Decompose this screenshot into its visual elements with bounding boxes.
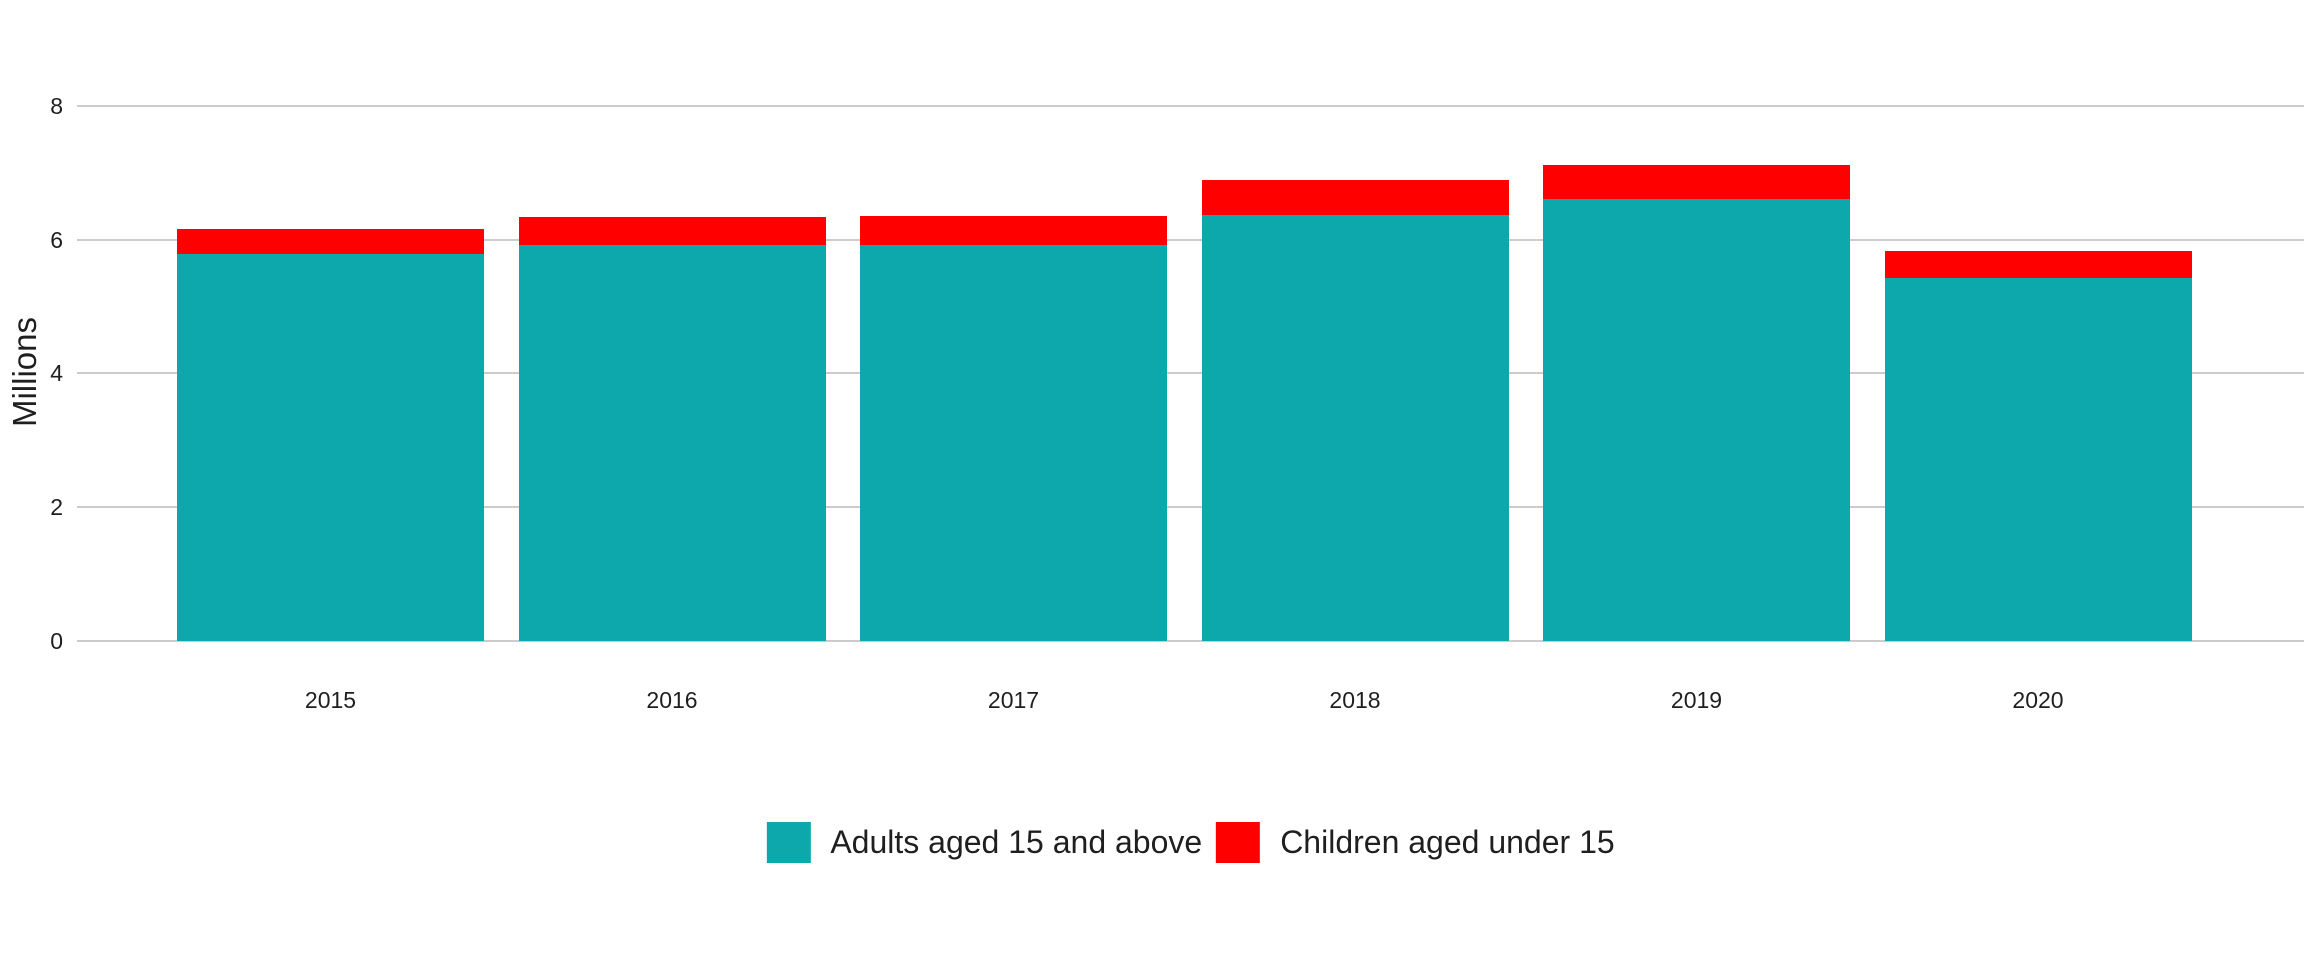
legend-item-children: Children aged under 15 (1216, 822, 1615, 863)
y-tick-label-6: 6 (50, 226, 63, 253)
bar-2020-children-segment[interactable] (1884, 250, 2192, 278)
legend-swatch-children (1216, 822, 1261, 863)
y-axis-title: Millions (6, 316, 43, 428)
bar-2016-adults-segment[interactable] (518, 244, 826, 641)
bar-2016-children-segment[interactable] (518, 216, 826, 245)
bar-2018-adults-segment[interactable] (1201, 214, 1509, 641)
chart-legend: Adults aged 15 and above Children aged un… (766, 822, 1615, 863)
x-axis-label-2019: 2019 (1670, 687, 1723, 713)
bar-2015-adults-segment[interactable] (177, 253, 484, 641)
y-tick-label-0: 0 (50, 628, 63, 654)
legend-swatch-adults (766, 822, 811, 863)
x-axis-label-2015: 2015 (304, 687, 357, 713)
gridline-y-6 (77, 238, 2304, 241)
bar-2020-adults-segment[interactable] (1884, 277, 2192, 641)
bar-2015-children-segment[interactable] (177, 228, 484, 254)
gridline-y-8 (77, 104, 2304, 107)
bar-2017-children-segment[interactable] (860, 215, 1167, 245)
bar-2017-adults-segment[interactable] (860, 244, 1167, 641)
legend-label: Children aged under 15 (1280, 824, 1615, 860)
y-tick-label-2: 2 (50, 494, 63, 521)
x-axis-baseline (77, 640, 2304, 642)
y-tick-label-8: 8 (50, 92, 63, 119)
bar-2019-adults-segment[interactable] (1543, 198, 1850, 641)
bar-2019-children-segment[interactable] (1543, 164, 1850, 199)
legend-label: Adults aged 15 and above (830, 824, 1203, 860)
gridline-y-2 (77, 506, 2304, 509)
x-axis-label-2020: 2020 (2012, 687, 2064, 713)
x-axis-label-2016: 2016 (646, 687, 698, 713)
y-tick-label-4: 4 (50, 360, 63, 387)
x-axis-label-2018: 2018 (1329, 687, 1381, 713)
legend-item-adults: Adults aged 15 and above (766, 822, 1202, 863)
x-axis-label-2017: 2017 (987, 687, 1040, 713)
gridline-y-4 (77, 372, 2304, 375)
bar-2018-children-segment[interactable] (1201, 180, 1509, 215)
